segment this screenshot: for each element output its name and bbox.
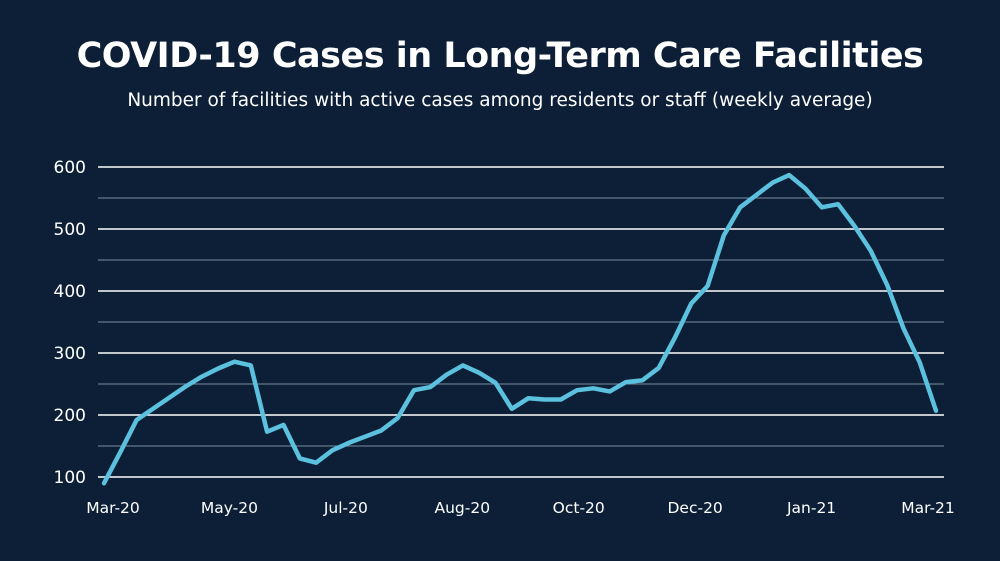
x-tick-label: May-20 [201, 499, 258, 517]
x-tick-label: Jan-21 [786, 499, 836, 517]
chart-title: COVID-19 Cases in Long-Term Care Facilit… [76, 36, 924, 76]
x-tick-label: Jul-20 [323, 499, 368, 517]
chart-subtitle: Number of facilities with active cases a… [127, 90, 873, 111]
y-tick-label: 500 [54, 220, 86, 240]
x-tick-label: Mar-21 [901, 499, 955, 517]
x-axis-ticks: Mar-20 May-20 Jul-20 Aug-20 Oct-20 Dec-20 Jan-… [86, 499, 955, 517]
x-tick-label: Oct-20 [553, 499, 605, 517]
series-line [101, 172, 939, 486]
gridlines [98, 166, 944, 478]
y-tick-label: 400 [54, 282, 86, 302]
x-tick-label: Aug-20 [434, 499, 490, 517]
x-tick-label: Mar-20 [86, 499, 140, 517]
y-axis-ticks: 600 500 400 300 200 100 [54, 158, 86, 488]
y-tick-label: 600 [54, 158, 86, 178]
y-tick-label: 100 [54, 468, 86, 488]
series-layer [101, 172, 939, 486]
y-tick-label: 200 [54, 406, 86, 426]
y-tick-label: 300 [54, 344, 86, 364]
x-tick-label: Dec-20 [667, 499, 722, 517]
